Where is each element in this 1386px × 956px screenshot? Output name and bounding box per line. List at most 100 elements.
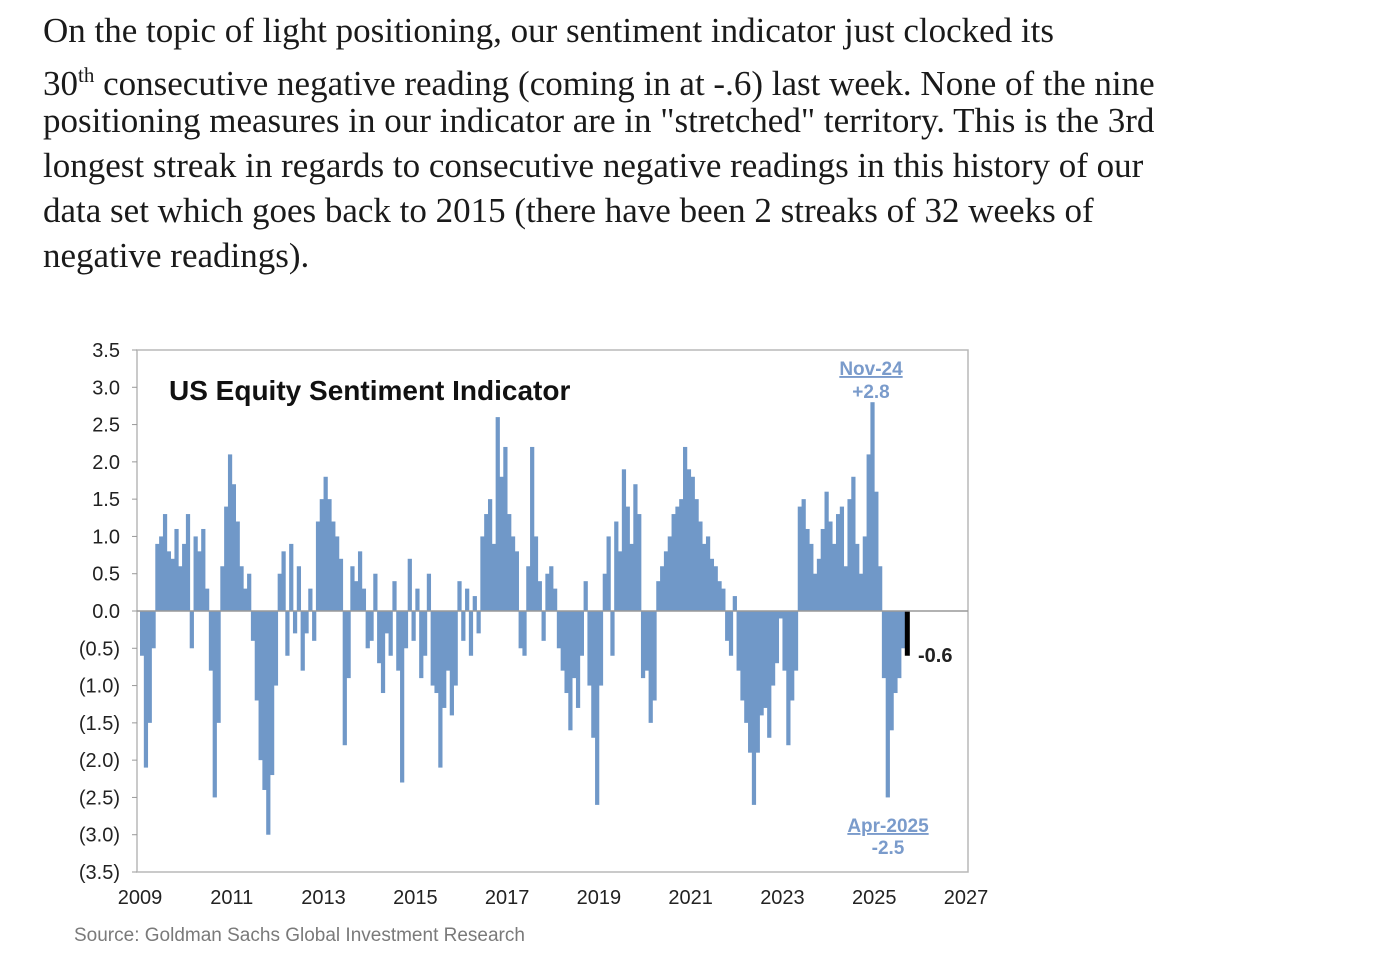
x-tick-label: 2013 [301,887,346,909]
bar [270,611,275,776]
bar [411,611,416,641]
bar [675,506,680,611]
bar [369,611,374,641]
bar [671,514,676,611]
bar [174,528,179,611]
bar [465,588,470,611]
bar [277,573,282,611]
bar [556,611,562,649]
bar [499,476,504,611]
bar [484,514,489,611]
bar [235,521,240,611]
source-note: Source: Goldman Sachs Global Investment … [74,925,525,946]
bar [239,566,244,611]
bar [736,611,741,671]
bar [855,543,860,611]
peak-value-label: +2.8 [852,382,890,403]
bar [296,566,302,611]
bar [530,446,535,611]
bar [468,611,474,656]
bar [162,514,168,611]
bar [430,611,435,686]
bar [835,514,841,611]
bar [159,536,164,611]
bar [897,611,902,679]
bar [545,573,550,611]
bar [683,446,688,611]
bar [377,611,382,664]
bar [170,558,175,611]
latest-value-label: -0.6 [918,645,952,667]
y-tick-label: 0.5 [92,564,120,586]
bar [197,551,202,611]
x-tick-label: 2017 [485,887,530,909]
bar [606,536,611,611]
bar [618,551,623,611]
bar [564,611,569,694]
trough-value-label: -2.5 [872,838,905,859]
bar [438,611,443,768]
bar [878,566,883,611]
y-tick-label: (1.0) [79,676,120,698]
bar [533,536,539,611]
y-tick-label: (0.5) [79,638,120,660]
bar [614,521,619,611]
bar [663,551,669,611]
bar [422,611,428,656]
x-tick-label: 2027 [944,887,989,909]
bar [518,611,523,649]
bar [881,611,887,679]
latest-bar [904,611,910,656]
bar [801,499,806,611]
bar [300,611,305,671]
bar [679,499,684,611]
bar [610,611,615,656]
bar [140,611,145,656]
bar [740,611,745,701]
bar [227,454,233,611]
bar [491,543,497,611]
bar [816,558,822,611]
bar [900,611,906,649]
bar [224,506,229,611]
bar [205,588,210,611]
bar [231,484,237,611]
bar [621,469,627,611]
bar [415,588,420,611]
y-tick-label: 1.0 [92,526,120,548]
x-tick-label: 2021 [668,887,713,909]
bar [709,558,715,611]
bar [472,596,477,611]
bar [392,581,397,611]
bar [790,611,795,701]
bar [744,611,749,723]
bar [354,581,359,611]
bar [625,506,630,611]
bar [702,543,707,611]
bar [457,581,462,611]
peak-date-label: Nov-24 [839,359,903,380]
bar [751,611,757,805]
bar [396,611,401,671]
bar [847,499,852,611]
bar [308,588,313,611]
bar [648,611,653,723]
bar [893,611,898,694]
bar [713,566,718,611]
bar [323,476,328,611]
bar [476,611,481,634]
bar [786,611,791,746]
bar [728,611,734,656]
bar [388,611,393,656]
bar [839,506,845,611]
bar [250,611,256,641]
bar [262,611,267,790]
paragraph-line: positioning measures in our indicator ar… [43,101,1155,140]
y-tick-label: 3.5 [92,340,120,362]
x-tick-label: 2023 [760,887,805,909]
x-tick-label: 2019 [577,887,622,909]
bar [828,521,833,611]
bar [442,611,447,708]
ordinal-suffix: th [78,63,95,87]
